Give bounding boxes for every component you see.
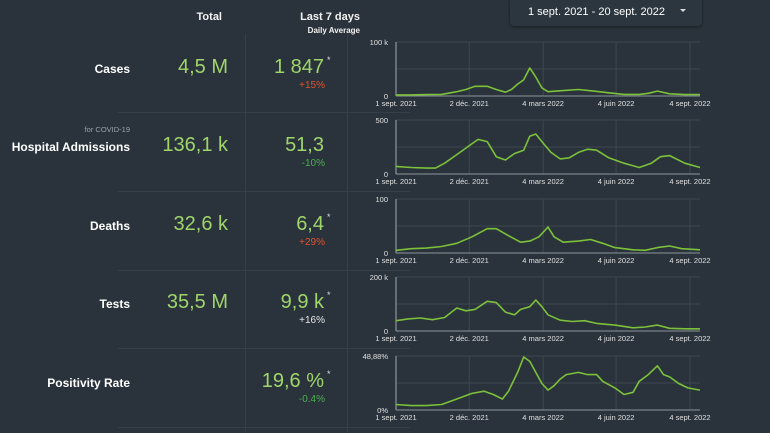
column-divider (245, 34, 246, 433)
y-tick-label: 0 (384, 249, 388, 258)
metric-change-percent: -0.4% (298, 394, 325, 405)
y-tick-label: 100 k (370, 38, 389, 47)
data-series-line (395, 226, 701, 252)
x-tick-label: 4 juin 2022 (598, 334, 635, 343)
metric-daily-average: 1 847 (273, 56, 324, 78)
data-series-line (395, 133, 701, 169)
sparkline-chart-deaths: 100 01 sept. 2021 2 déc. 2021 4 mars 2022 4 … (375, 195, 710, 265)
metric-label: Deaths (89, 219, 130, 233)
row-divider (118, 348, 410, 349)
row-divider (118, 112, 410, 113)
y-tick-label: 48,88% (363, 352, 389, 361)
sparkline-chart-cases: 100 k 01 sept. 2021 2 déc. 2021 4 mars 2022… (370, 38, 711, 108)
metric-label: Hospital Admissions (11, 140, 130, 154)
row-divider (118, 427, 410, 428)
x-tick-label: 2 déc. 2021 (450, 256, 489, 265)
caret-down-icon (680, 9, 686, 12)
y-tick-label: 0 (384, 92, 388, 101)
x-tick-label: 4 juin 2022 (598, 177, 635, 186)
row-divider (118, 191, 410, 192)
provisional-marker: * (327, 290, 331, 300)
x-tick-label: 1 sept. 2021 (375, 256, 416, 265)
metric-total-value: 136,1 k (162, 134, 228, 156)
x-tick-label: 4 mars 2022 (522, 334, 564, 343)
x-tick-label: 2 déc. 2021 (450, 413, 489, 422)
metric-label: Cases (94, 62, 130, 76)
date-range-label: 1 sept. 2021 - 20 sept. 2022 (528, 6, 665, 18)
x-tick-label: 4 sept. 2022 (669, 99, 710, 108)
x-tick-label: 4 sept. 2022 (669, 177, 710, 186)
y-tick-label: 500 (375, 116, 388, 125)
x-tick-label: 4 mars 2022 (522, 413, 564, 422)
y-tick-label: 0% (377, 406, 388, 415)
date-range-dropdown[interactable]: 1 sept. 2021 - 20 sept. 2022 (510, 0, 702, 26)
metric-change-percent: -10% (301, 158, 325, 169)
x-tick-label: 2 déc. 2021 (450, 334, 489, 343)
metric-total-value: 35,5 M (166, 291, 228, 313)
x-tick-label: 2 déc. 2021 (450, 177, 489, 186)
y-tick-label: 0 (384, 170, 388, 179)
data-series-line (395, 299, 700, 330)
data-series-line (396, 67, 700, 96)
metric-label: Tests (99, 297, 130, 311)
metric-total-value: 32,6 k (173, 213, 228, 235)
metric-daily-average: 9,9 k (280, 291, 324, 313)
x-tick-label: 4 juin 2022 (598, 99, 635, 108)
metric-label: Positivity Rate (47, 376, 130, 390)
x-tick-label: 1 sept. 2021 (375, 334, 416, 343)
provisional-marker: * (327, 212, 331, 222)
sparkline-chart-positivity-rate: 48,88% 0%1 sept. 2021 2 déc. 2021 4 mars 20… (363, 352, 711, 422)
provisional-marker: * (327, 369, 331, 379)
metric-sublabel: for COVID-19 (84, 125, 130, 134)
x-tick-label: 1 sept. 2021 (375, 99, 416, 108)
x-tick-label: 4 mars 2022 (522, 99, 564, 108)
metric-daily-average: 6,4 (296, 213, 324, 235)
last7-column-header: Last 7 days (300, 11, 360, 23)
metric-total-value: 4,5 M (177, 56, 228, 78)
column-divider (347, 34, 348, 433)
sparkline-chart-hospital-admissions: 500 01 sept. 2021 2 déc. 2021 4 mars 2022 4 … (375, 116, 710, 186)
x-tick-label: 4 sept. 2022 (669, 413, 710, 422)
daily-average-subheader: Daily Average (307, 26, 360, 35)
x-tick-label: 2 déc. 2021 (450, 99, 489, 108)
y-tick-label: 100 (375, 195, 388, 204)
metric-change-percent: +15% (299, 80, 325, 91)
y-tick-label: 0 (384, 327, 388, 336)
x-tick-label: 4 juin 2022 (598, 413, 635, 422)
x-tick-label: 4 sept. 2022 (669, 334, 710, 343)
metric-change-percent: +16% (299, 315, 325, 326)
metric-daily-average: 51,3 (285, 134, 324, 156)
metric-change-percent: +29% (299, 237, 325, 248)
x-tick-label: 1 sept. 2021 (375, 177, 416, 186)
row-divider (118, 270, 410, 271)
data-series-line (395, 356, 701, 407)
metric-daily-average: 19,6 % (261, 370, 324, 392)
x-tick-label: 4 mars 2022 (522, 177, 564, 186)
total-column-header: Total (196, 11, 222, 23)
y-tick-label: 200 k (370, 273, 389, 282)
x-tick-label: 4 mars 2022 (522, 256, 564, 265)
x-tick-label: 4 juin 2022 (598, 256, 635, 265)
x-tick-label: 4 sept. 2022 (669, 256, 710, 265)
provisional-marker: * (327, 55, 331, 65)
x-tick-label: 1 sept. 2021 (375, 413, 416, 422)
sparkline-chart-tests: 200 k 01 sept. 2021 2 déc. 2021 4 mars 2022… (370, 273, 711, 343)
